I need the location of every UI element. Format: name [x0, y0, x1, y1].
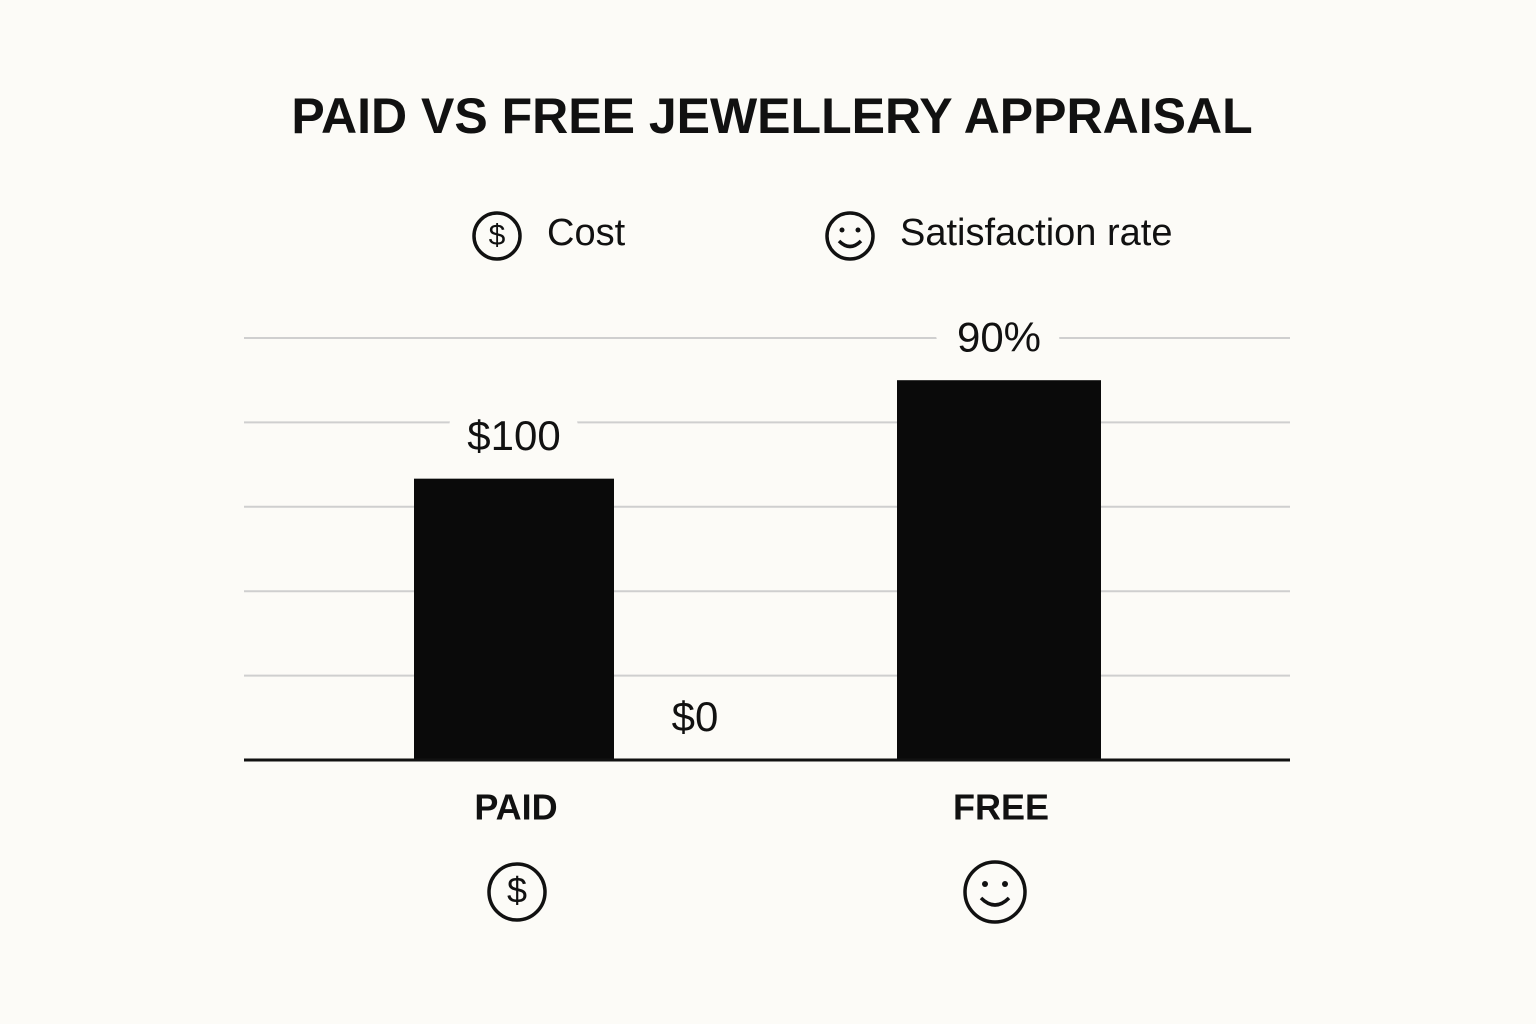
legend-label: Satisfaction rate [900, 212, 1172, 254]
bar [897, 380, 1101, 760]
plot-area: PAID FREE $100 $0 90% [244, 293, 1290, 828]
value-label: $0 [672, 693, 719, 740]
value-label: 90% [957, 313, 1041, 360]
chart-title: PAID VS FREE JEWELLERY APPRAISAL [291, 88, 1252, 144]
legend-icon-smiley [825, 211, 875, 261]
category-icon-dollar: $ [487, 862, 547, 922]
value-label: $100 [467, 412, 560, 459]
legend-icon-dollar: $ [472, 211, 522, 261]
legend-label: Cost [547, 212, 626, 254]
svg-text:$: $ [489, 219, 506, 252]
x-tick-label: PAID [474, 787, 557, 828]
bar [414, 478, 614, 760]
category-icon-smiley [963, 860, 1027, 924]
x-tick-label: FREE [953, 787, 1049, 828]
svg-text:$: $ [507, 870, 527, 911]
